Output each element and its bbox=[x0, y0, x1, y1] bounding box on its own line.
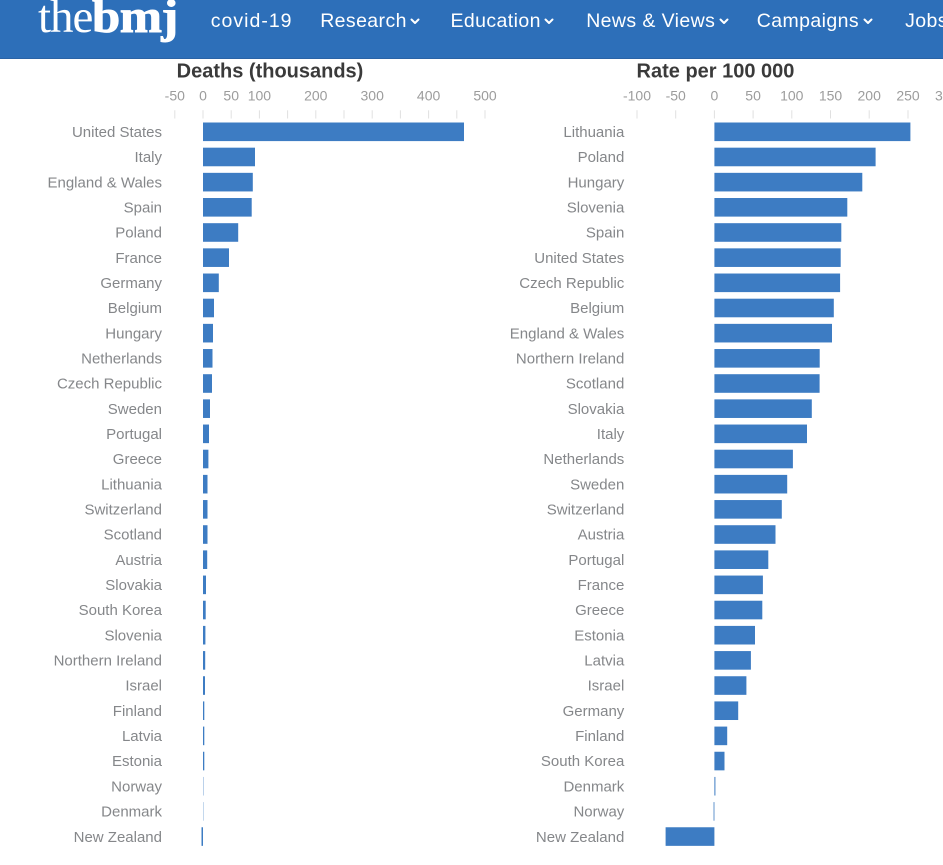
svg-text:300: 300 bbox=[935, 87, 943, 103]
svg-text:0: 0 bbox=[711, 87, 719, 103]
svg-text:Norway: Norway bbox=[573, 804, 624, 821]
svg-text:Finland: Finland bbox=[575, 728, 624, 745]
svg-text:150: 150 bbox=[819, 87, 843, 103]
svg-text:New Zealand: New Zealand bbox=[536, 829, 624, 846]
svg-text:Greece: Greece bbox=[575, 602, 624, 619]
svg-text:Italy: Italy bbox=[597, 426, 625, 443]
svg-text:Lithuania: Lithuania bbox=[101, 476, 163, 493]
svg-text:United States: United States bbox=[72, 124, 162, 141]
svg-text:-100: -100 bbox=[623, 87, 651, 103]
svg-text:Rate per 100 000: Rate per 100 000 bbox=[637, 60, 795, 82]
svg-text:United States: United States bbox=[534, 250, 624, 267]
svg-text:France: France bbox=[115, 250, 162, 267]
svg-text:Germany: Germany bbox=[100, 275, 162, 292]
svg-text:500: 500 bbox=[473, 87, 497, 103]
svg-text:Latvia: Latvia bbox=[122, 728, 163, 745]
svg-text:Slovenia: Slovenia bbox=[104, 627, 162, 644]
svg-text:200: 200 bbox=[858, 87, 882, 103]
svg-text:400: 400 bbox=[417, 87, 441, 103]
svg-text:Scotland: Scotland bbox=[104, 527, 162, 544]
svg-text:Scotland: Scotland bbox=[566, 376, 624, 393]
svg-text:Belgium: Belgium bbox=[570, 300, 624, 317]
svg-text:Hungary: Hungary bbox=[568, 174, 625, 191]
svg-text:200: 200 bbox=[304, 87, 328, 103]
svg-text:England & Wales: England & Wales bbox=[510, 325, 625, 342]
svg-text:Sweden: Sweden bbox=[570, 476, 624, 493]
svg-text:Denmark: Denmark bbox=[101, 804, 162, 821]
svg-text:Austria: Austria bbox=[578, 527, 625, 544]
svg-text:Italy: Italy bbox=[134, 149, 162, 166]
svg-text:-50: -50 bbox=[165, 87, 185, 103]
svg-text:Spain: Spain bbox=[586, 225, 624, 242]
svg-text:Slovakia: Slovakia bbox=[568, 401, 625, 418]
svg-text:Estonia: Estonia bbox=[112, 753, 163, 770]
svg-text:Norway: Norway bbox=[111, 778, 162, 795]
svg-text:Lithuania: Lithuania bbox=[563, 124, 625, 141]
svg-text:Austria: Austria bbox=[115, 552, 162, 569]
svg-text:0: 0 bbox=[199, 87, 207, 103]
svg-text:Poland: Poland bbox=[578, 149, 625, 166]
svg-text:100: 100 bbox=[780, 87, 804, 103]
svg-text:Northern Ireland: Northern Ireland bbox=[516, 351, 624, 368]
svg-text:Greece: Greece bbox=[113, 451, 162, 468]
svg-text:Northern Ireland: Northern Ireland bbox=[54, 653, 162, 670]
svg-text:Switzerland: Switzerland bbox=[84, 502, 162, 519]
svg-text:300: 300 bbox=[361, 87, 385, 103]
svg-text:Deaths (thousands): Deaths (thousands) bbox=[177, 60, 364, 82]
svg-text:Latvia: Latvia bbox=[584, 653, 625, 670]
svg-text:Israel: Israel bbox=[588, 678, 625, 695]
svg-text:Czech Republic: Czech Republic bbox=[519, 275, 625, 292]
svg-text:England & Wales: England & Wales bbox=[47, 174, 162, 191]
svg-text:Hungary: Hungary bbox=[105, 325, 162, 342]
svg-text:Slovenia: Slovenia bbox=[567, 200, 625, 217]
svg-text:Israel: Israel bbox=[125, 678, 162, 695]
svg-text:Portugal: Portugal bbox=[568, 552, 624, 569]
svg-text:100: 100 bbox=[248, 87, 272, 103]
svg-text:-50: -50 bbox=[666, 87, 686, 103]
svg-text:Estonia: Estonia bbox=[574, 627, 625, 644]
svg-text:Poland: Poland bbox=[115, 225, 162, 242]
svg-text:Netherlands: Netherlands bbox=[543, 451, 624, 468]
svg-text:Portugal: Portugal bbox=[106, 426, 162, 443]
svg-text:Germany: Germany bbox=[563, 703, 625, 720]
svg-text:Spain: Spain bbox=[124, 200, 162, 217]
svg-text:Finland: Finland bbox=[113, 703, 162, 720]
svg-text:Czech Republic: Czech Republic bbox=[57, 376, 163, 393]
svg-text:France: France bbox=[578, 577, 625, 594]
svg-text:Sweden: Sweden bbox=[108, 401, 162, 418]
svg-text:50: 50 bbox=[223, 87, 239, 103]
svg-text:Netherlands: Netherlands bbox=[81, 351, 162, 368]
svg-text:50: 50 bbox=[745, 87, 761, 103]
svg-text:Denmark: Denmark bbox=[563, 778, 624, 795]
svg-text:New Zealand: New Zealand bbox=[74, 829, 162, 846]
svg-text:Switzerland: Switzerland bbox=[547, 502, 625, 519]
svg-text:Belgium: Belgium bbox=[108, 300, 162, 317]
svg-text:South Korea: South Korea bbox=[541, 753, 625, 770]
svg-text:250: 250 bbox=[896, 87, 920, 103]
svg-text:South Korea: South Korea bbox=[79, 602, 163, 619]
svg-text:Slovakia: Slovakia bbox=[105, 577, 162, 594]
